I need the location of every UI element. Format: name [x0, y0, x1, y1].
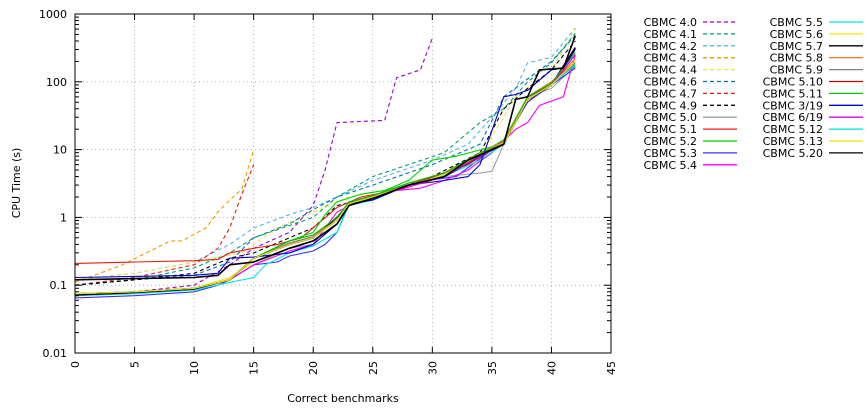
legend-label: CBMC 3/19	[762, 99, 823, 112]
legend-label: CBMC 5.13	[763, 135, 823, 148]
series-line-6	[74, 164, 255, 286]
series-line-12	[74, 54, 576, 297]
legend-label: CBMC 5.12	[763, 123, 823, 136]
legend-label: CBMC 4.3	[644, 52, 697, 65]
series-line-7	[74, 40, 576, 286]
legend-label: CBMC 5.11	[763, 87, 823, 100]
legend-label: CBMC 5.20	[763, 147, 823, 160]
series-line-23	[74, 61, 576, 295]
x-tick-label: 20	[307, 361, 320, 375]
series-line-16	[74, 58, 576, 295]
legend-label: CBMC 4.2	[644, 40, 697, 53]
legend-label: CBMC 5.9	[770, 64, 823, 77]
legend-label: CBMC 4.6	[644, 76, 697, 89]
series-line-1	[74, 32, 576, 286]
series-line-22	[74, 64, 576, 295]
series-line-0	[74, 38, 433, 297]
x-tick-label: 0	[69, 361, 82, 368]
y-tick-label: 1000	[39, 8, 67, 21]
legend-label: CBMC 5.3	[644, 147, 697, 160]
x-tick-label: 15	[248, 361, 261, 375]
x-tick-label: 25	[367, 361, 380, 375]
series-line-24	[74, 35, 577, 281]
y-tick-label: 10	[53, 144, 67, 157]
legend-label: CBMC 5.6	[770, 28, 823, 41]
x-tick-label: 30	[426, 361, 439, 375]
legend-label: CBMC 4.7	[644, 87, 697, 100]
x-tick-label: 35	[486, 361, 499, 375]
axis-ticks: 0 5 10 15 20 25 30 35 40 45 0.01 0.1 1 10 100 1000	[39, 8, 618, 375]
x-tick-label: 45	[605, 361, 618, 375]
series-line-4	[74, 28, 576, 281]
legend-label: CBMC 4.4	[644, 64, 697, 77]
legend-label: CBMC 5.0	[644, 111, 697, 124]
legend-label: CBMC 5.2	[644, 135, 697, 148]
legend-label: CBMC 6/19	[762, 111, 823, 124]
series-line-11	[74, 67, 576, 299]
y-tick-label: 100	[46, 76, 67, 89]
x-tick-label: 5	[129, 361, 142, 368]
series-line-18	[74, 49, 576, 295]
legend-label: CBMC 4.9	[644, 99, 697, 112]
grid-lines	[75, 14, 611, 353]
legend-label: CBMC 4.0	[644, 16, 697, 29]
plot-frame	[74, 13, 612, 354]
series-line-5	[74, 35, 576, 286]
legend-label: CBMC 5.10	[763, 76, 823, 89]
series-line-19	[74, 52, 576, 295]
series-line-3	[74, 149, 255, 283]
x-tick-label: 40	[545, 361, 558, 375]
series-line-13	[74, 64, 576, 297]
y-tick-label: 0.01	[43, 347, 68, 360]
y-tick-label: 0.1	[50, 279, 68, 292]
y-tick-label: 1	[60, 211, 67, 224]
series-line-17	[74, 62, 576, 295]
series-line-20	[74, 49, 576, 279]
legend-label: CBMC 5.8	[770, 52, 823, 65]
legend-label: CBMC 5.7	[770, 40, 823, 53]
x-tick-label: 10	[188, 361, 201, 375]
y-axis-label: CPU Time (s)	[10, 148, 23, 219]
legend-label: CBMC 5.4	[644, 159, 697, 172]
legend-label: CBMC 5.5	[770, 16, 823, 29]
series-line-2	[74, 27, 576, 281]
x-axis-label: Correct benchmarks	[287, 392, 399, 405]
series-line-21	[74, 54, 576, 295]
series-lines	[74, 27, 577, 299]
legend-label: CBMC 4.1	[644, 28, 697, 41]
legend-label: CBMC 5.1	[644, 123, 697, 136]
series-line-14	[74, 61, 576, 296]
